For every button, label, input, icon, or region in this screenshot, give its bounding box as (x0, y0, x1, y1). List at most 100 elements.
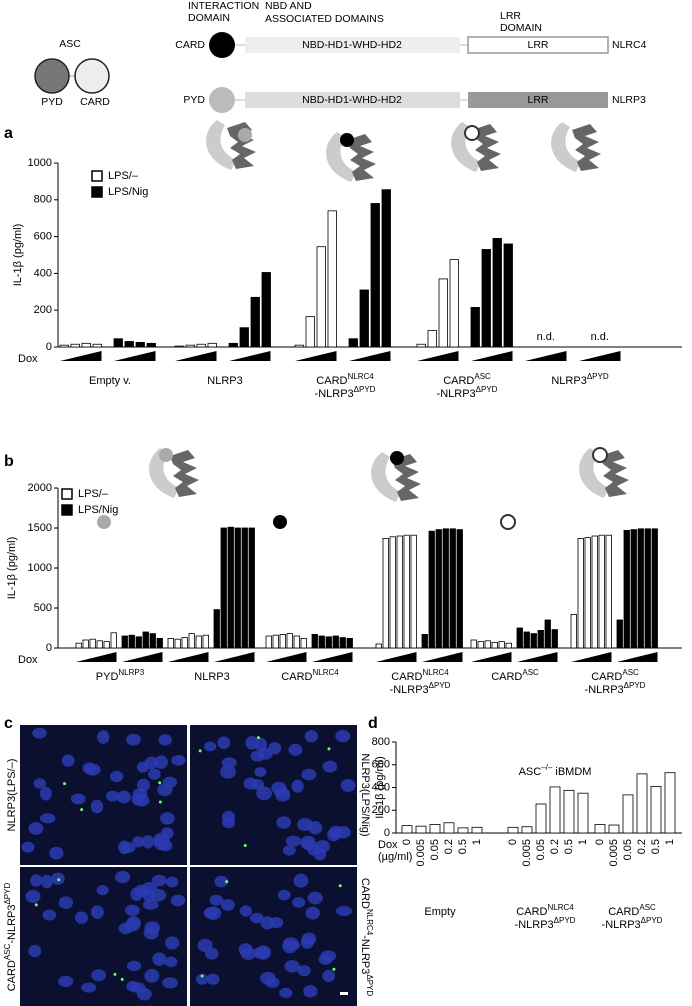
icon-nbd (371, 452, 401, 502)
nucleus (162, 776, 178, 788)
bar (305, 316, 315, 348)
nucleus (203, 741, 217, 752)
card-domain (74, 58, 110, 94)
bar (537, 630, 544, 649)
pyd-domain (209, 87, 235, 113)
bar (492, 238, 502, 348)
annotation: n.d. (537, 331, 555, 343)
micrograph (190, 725, 357, 865)
x-tick-label: 0.05 (535, 839, 547, 860)
bar (623, 530, 630, 649)
nucleus (340, 778, 356, 792)
bar (228, 342, 238, 348)
bar (332, 635, 339, 649)
nucleus (307, 891, 323, 905)
dox-triangle (168, 652, 209, 662)
label-text: CARD (391, 671, 422, 683)
nucleus (269, 917, 284, 929)
superscript: ΔPYD (587, 372, 609, 381)
y-tick-label: 800 (34, 194, 52, 206)
nucleus (162, 977, 178, 989)
nucleus (203, 907, 219, 919)
nucleus (170, 894, 186, 907)
x-tick-label: 1 (471, 839, 483, 845)
nucleus (197, 938, 213, 953)
image-label: CARDNLRC4-NLRP3ΔPYD (359, 878, 374, 997)
nbd-label: NBD-HD1-WHD-HD2 (302, 39, 402, 51)
nucleus (40, 874, 53, 889)
nucleus (288, 743, 303, 756)
dox-triangle (471, 652, 512, 662)
nucleus (243, 777, 258, 790)
y-tick-label: 600 (372, 759, 390, 771)
bar (348, 338, 358, 348)
bar (82, 639, 89, 649)
label-text: Empty v. (89, 375, 131, 387)
dox-triangle (471, 351, 513, 361)
domain-icon (159, 448, 173, 462)
panel-label: b (4, 453, 14, 470)
label-text: CARD (281, 671, 312, 683)
legend-label: LPS/– (108, 170, 139, 182)
group-label: CARDASC -NLRP3ΔPYD (437, 372, 498, 400)
speck (158, 800, 162, 804)
bar (279, 634, 286, 649)
bar (103, 641, 110, 649)
nucleus (335, 729, 351, 743)
nucleus (284, 960, 300, 973)
dox-triangle (114, 351, 156, 361)
x-tick-label: 0.2 (549, 839, 561, 854)
bar (241, 527, 248, 649)
x-tick-label: 1 (664, 839, 676, 845)
icon-nbd (579, 448, 609, 498)
legend-swatch (91, 186, 103, 198)
legend-label: LPS/Nig (108, 186, 148, 198)
bar (403, 534, 410, 649)
legend-label: LPS/Nig (78, 504, 118, 516)
bar (359, 289, 369, 348)
label-text: CARD (591, 671, 622, 683)
superscript: ASC (474, 372, 491, 381)
label-text: NLRP3(LPS/Nig) (359, 753, 371, 836)
bar (156, 638, 163, 649)
nucleus (21, 841, 35, 853)
dox-label: Dox (378, 839, 398, 851)
dox-triangle (295, 351, 337, 361)
nucleus (81, 982, 97, 993)
pyd-domain (34, 58, 70, 94)
nucleus (25, 889, 41, 903)
nucleus (160, 812, 175, 825)
nucleus (75, 911, 88, 925)
nucleus (164, 956, 178, 968)
bar (544, 619, 551, 649)
bar (637, 528, 644, 649)
nucleus (114, 870, 131, 884)
y-axis-title: IL-1β (pg/ml) (12, 224, 24, 287)
superscript: ASC (622, 668, 639, 677)
micrograph (20, 725, 187, 865)
nucleus (143, 926, 159, 940)
bar (563, 789, 575, 834)
bar (598, 534, 605, 649)
x-tick-label: 0 (594, 839, 606, 845)
group-label: CARDASC -NLRP3ΔPYD (602, 903, 663, 931)
group-label: CARDNLRC4 -NLRP3ΔPYD (315, 372, 376, 400)
nucleus (116, 790, 131, 804)
bar (651, 528, 658, 649)
y-tick-label: 1500 (28, 522, 52, 534)
nucleus (42, 909, 57, 921)
y-tick-label: 600 (34, 231, 52, 243)
bar (300, 638, 307, 649)
bar (498, 641, 505, 649)
bar (605, 534, 612, 649)
label-text: CARD (6, 960, 18, 991)
bar (142, 631, 149, 649)
bar (174, 345, 184, 348)
nucleus (61, 754, 75, 767)
label-text: CARD (608, 906, 639, 918)
bar (577, 792, 589, 834)
bar (294, 344, 304, 348)
label-text: -NLRP3 (585, 684, 624, 696)
legend-swatch (91, 170, 103, 182)
nucleus (268, 741, 282, 755)
